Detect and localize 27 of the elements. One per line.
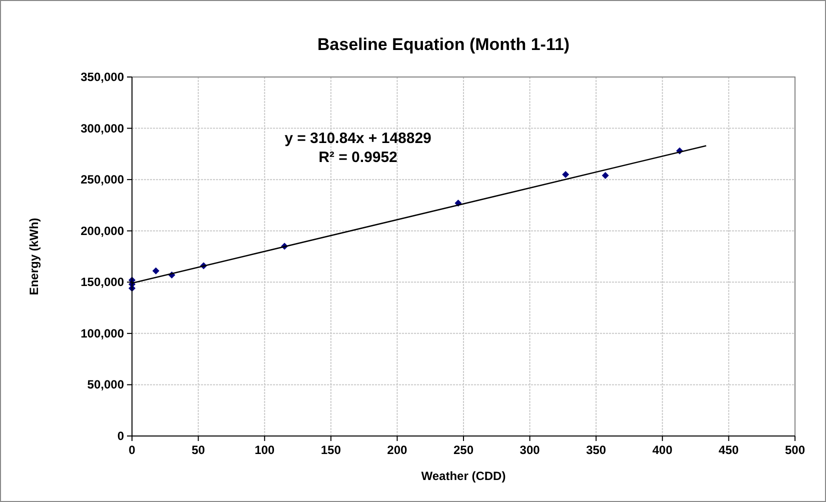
x-tick-label: 200	[387, 443, 408, 457]
point	[602, 172, 609, 179]
point	[152, 267, 160, 274]
x-axis-title: Weather (CDD)	[421, 469, 506, 483]
y-tick-label: 250,000	[80, 172, 124, 187]
y-tick-label: 150,000	[80, 275, 124, 290]
x-tick-label: 300	[520, 443, 540, 457]
y-tick-label: 200,000	[80, 224, 124, 238]
y-tick-label: 300,000	[80, 121, 124, 136]
x-tick-label: 500	[784, 443, 806, 457]
y-tick-label: 350,000	[80, 70, 124, 84]
x-tick-label: 100	[254, 443, 275, 457]
x-tick-label: 50	[192, 443, 206, 457]
point	[562, 170, 570, 178]
y-axis-title: Energy (kWh)	[27, 218, 41, 296]
x-tick-label: 350	[586, 443, 606, 457]
annotation: R² = 0.9952	[318, 149, 398, 166]
chart-title: Baseline Equation (Month 1-11)	[317, 35, 570, 54]
x-tick-label: 150	[320, 443, 342, 457]
annotation: y = 310.84x + 148829	[284, 130, 432, 147]
x-tick-label: 0	[128, 443, 136, 457]
y-tick-label: 100,000	[80, 326, 124, 340]
y-tick-label: 0	[117, 429, 124, 443]
x-tick-label: 250	[453, 443, 474, 457]
y-tick-label: 50,000	[87, 378, 124, 392]
x-tick-label: 400	[652, 443, 673, 457]
x-tick-label: 450	[718, 443, 740, 457]
